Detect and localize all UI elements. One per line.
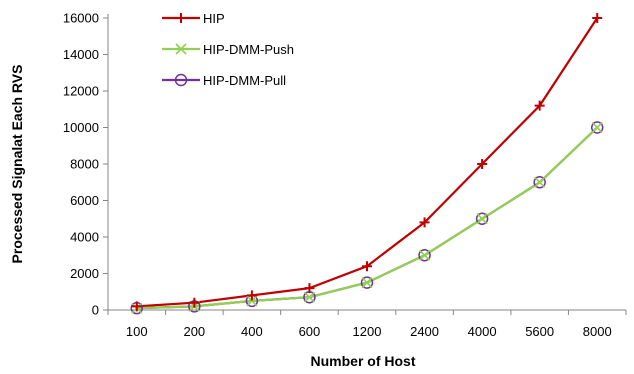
y-tick-label: 4000 <box>70 230 99 245</box>
y-tick-label: 6000 <box>70 193 99 208</box>
x-tick-label: 400 <box>241 324 263 339</box>
y-axis-title: Processed Signalat Each RVS <box>9 65 25 264</box>
y-tick-label: 2000 <box>70 266 99 281</box>
data-point-hip-dmm-pull <box>418 249 431 262</box>
y-tick-label: 12000 <box>63 84 99 99</box>
x-tick-label: 100 <box>126 324 148 339</box>
x-tick-label: 2400 <box>410 324 439 339</box>
data-point-hip-dmm-push <box>418 249 431 261</box>
data-point-hip <box>362 261 372 272</box>
series-line-hip-dmm-pull <box>136 126 598 310</box>
data-point-hip <box>534 100 545 111</box>
data-point-hip-dmm-push <box>246 295 258 307</box>
y-tick-label: 0 <box>92 303 99 318</box>
axes <box>103 14 627 315</box>
data-point-hip <box>189 297 200 308</box>
data-point-hip-dmm-push <box>476 213 488 225</box>
data-point-hip-dmm-pull <box>590 121 604 134</box>
y-tick-labels: 0 2000 4000 6000 8000 10000 12000 14000 16000 <box>63 11 99 318</box>
legend-label: HIP-DMM-Push <box>203 42 294 57</box>
data-point-hip <box>131 301 142 312</box>
data-point-hip-dmm-push <box>361 277 373 289</box>
data-point-hip <box>246 290 257 301</box>
x-axis-title: Number of Host <box>311 353 416 369</box>
series-line-hip-dmm-push <box>136 126 598 310</box>
data-point-hip-dmm-push <box>591 121 603 134</box>
legend-label: HIP <box>203 11 225 26</box>
legend-marker <box>176 13 186 23</box>
data-point-hip-dmm-pull <box>360 276 374 289</box>
x-tick-label: 1200 <box>353 324 382 339</box>
data-point-hip-dmm-push <box>534 176 546 188</box>
legend: HIP HIP-DMM-Push HIP-DMM-Pull <box>162 11 294 88</box>
data-point-hip <box>419 217 430 228</box>
legend-marker <box>174 73 188 87</box>
y-tick-label: 14000 <box>63 47 99 62</box>
x-tick-label: 8000 <box>583 324 612 339</box>
data-point-hip <box>592 13 603 23</box>
y-tick-label: 8000 <box>70 157 99 172</box>
legend-marker <box>175 43 187 55</box>
series-markers <box>130 13 604 315</box>
data-point-hip-dmm-pull <box>533 176 546 189</box>
x-tick-label: 200 <box>183 324 205 339</box>
x-tick-labels: 100 200 400 600 1200 2400 4000 5600 8000 <box>126 324 612 339</box>
x-tick-label: 600 <box>299 324 321 339</box>
data-point-hip <box>477 159 488 169</box>
x-tick-label: 5600 <box>525 324 554 339</box>
data-point-hip-dmm-pull <box>475 212 489 225</box>
y-tick-label: 16000 <box>63 11 99 26</box>
legend-label: HIP-DMM-Pull <box>203 73 286 88</box>
x-tick-label: 4000 <box>468 324 497 339</box>
data-point-hip <box>304 283 315 294</box>
data-point-hip-dmm-push <box>303 291 316 303</box>
y-tick-label: 10000 <box>63 120 99 135</box>
